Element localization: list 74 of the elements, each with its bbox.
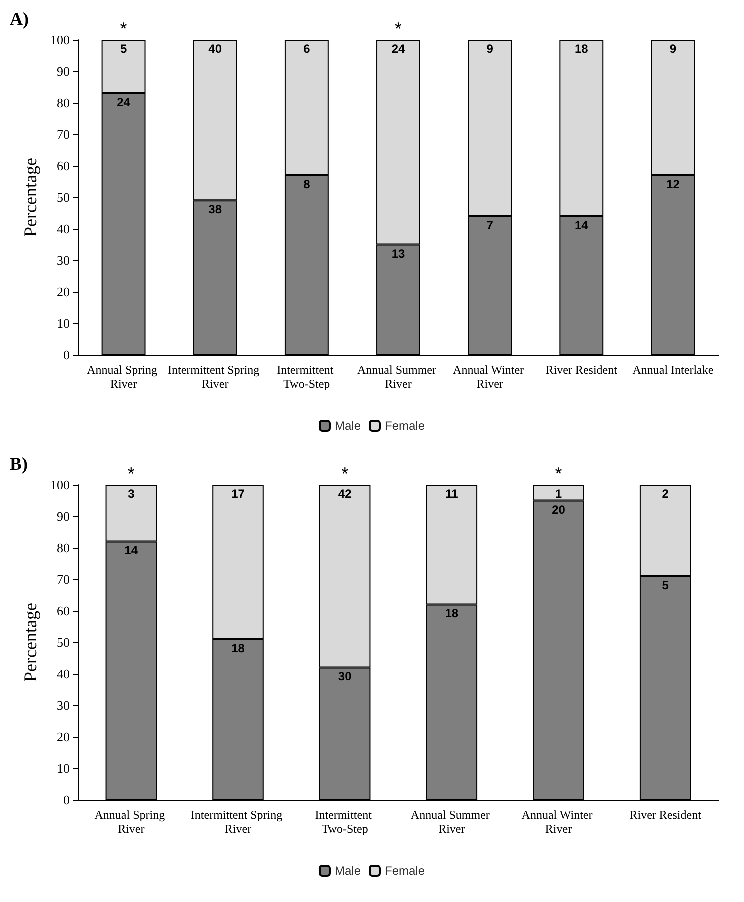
- annotation: *: [555, 464, 562, 484]
- x-tick-label: Intermittent Two-Step: [277, 363, 337, 391]
- y-tick-label: 10: [57, 761, 70, 776]
- chart-title: A): [10, 9, 29, 29]
- y-tick-label: 60: [57, 604, 70, 618]
- x-tick-label: Intermittent Two-Step: [315, 808, 375, 836]
- annotation: 18: [445, 606, 459, 621]
- y-tick-label: 40: [57, 666, 70, 682]
- annotation: 7: [486, 218, 494, 232]
- y-tick-label: 50: [57, 635, 70, 650]
- annotation: 6: [304, 42, 311, 56]
- annotation: 8: [304, 177, 311, 192]
- y-tick-label: 50: [57, 190, 70, 205]
- x-tick-label: Intermittent Spring River: [168, 363, 263, 391]
- annotation: 9: [670, 42, 677, 56]
- legend-label: Male: [334, 419, 362, 433]
- x-tick-label: Annual Summer River: [410, 808, 493, 836]
- annotation: *: [342, 464, 349, 484]
- y-tick-label: 100: [50, 478, 70, 492]
- annotation: 5: [662, 578, 670, 592]
- annotation: 42: [338, 487, 352, 501]
- x-tick-label: Intermittent Spring River: [190, 808, 286, 836]
- annotation: 9: [486, 42, 494, 56]
- y-axis-title: Percentage: [20, 603, 41, 682]
- y-tick-label: 40: [57, 222, 70, 236]
- annotation: 24: [117, 96, 131, 110]
- annotation: 11: [446, 487, 459, 501]
- y-tick-label: 10: [57, 316, 70, 331]
- y-tick-label: 20: [57, 284, 70, 300]
- annotation: 24: [392, 42, 406, 56]
- x-tick-label: Annual Interlake: [632, 363, 714, 377]
- annotation: 2: [662, 487, 670, 501]
- annotation: 40: [208, 42, 222, 56]
- y-tick-label: 60: [57, 158, 70, 174]
- y-tick-label: 0: [64, 348, 70, 362]
- annotation: 14: [124, 544, 138, 558]
- y-tick-label: 30: [57, 253, 70, 268]
- annotation: 18: [232, 641, 246, 656]
- y-tick-label: 0: [64, 792, 70, 808]
- annotation: 3: [128, 487, 136, 501]
- annotation: 12: [666, 177, 680, 192]
- annotation: *: [128, 464, 135, 484]
- x-tick-label: River Resident: [630, 808, 702, 822]
- annotation: 13: [392, 246, 406, 261]
- legend-label: Male: [334, 864, 362, 878]
- x-tick-label: Annual Spring River: [94, 808, 168, 836]
- y-axis-title: Percentage: [20, 158, 41, 237]
- chart-title: B): [10, 454, 28, 474]
- annotation: *: [394, 19, 402, 39]
- annotation: 30: [338, 670, 352, 684]
- y-tick-label: 70: [57, 572, 70, 587]
- annotation: 14: [574, 218, 589, 232]
- annotation: *: [120, 19, 128, 39]
- x-tick-label: Annual Winter River: [522, 808, 596, 836]
- y-tick-label: 90: [57, 509, 70, 524]
- y-tick-label: 80: [57, 540, 70, 556]
- annotation: 1: [555, 487, 562, 501]
- y-tick-label: 90: [57, 64, 70, 79]
- y-tick-label: 80: [57, 96, 70, 110]
- annotation: 5: [120, 42, 128, 56]
- x-tick-label: River Resident: [546, 363, 618, 377]
- y-tick-label: 70: [57, 127, 70, 142]
- annotation: 20: [552, 502, 566, 517]
- x-tick-label: Annual Winter River: [453, 363, 528, 391]
- y-tick-label: 20: [57, 730, 70, 744]
- y-tick-label: 100: [50, 32, 70, 48]
- x-tick-label: Annual Spring River: [87, 363, 160, 391]
- legend-label: Female: [385, 419, 426, 433]
- annotation: 18: [574, 42, 589, 56]
- legend-label: Female: [385, 864, 426, 878]
- y-tick-label: 30: [57, 698, 70, 713]
- x-tick-label: Annual Summer River: [358, 363, 440, 391]
- annotation: 38: [208, 202, 222, 217]
- annotation: 17: [232, 487, 246, 501]
